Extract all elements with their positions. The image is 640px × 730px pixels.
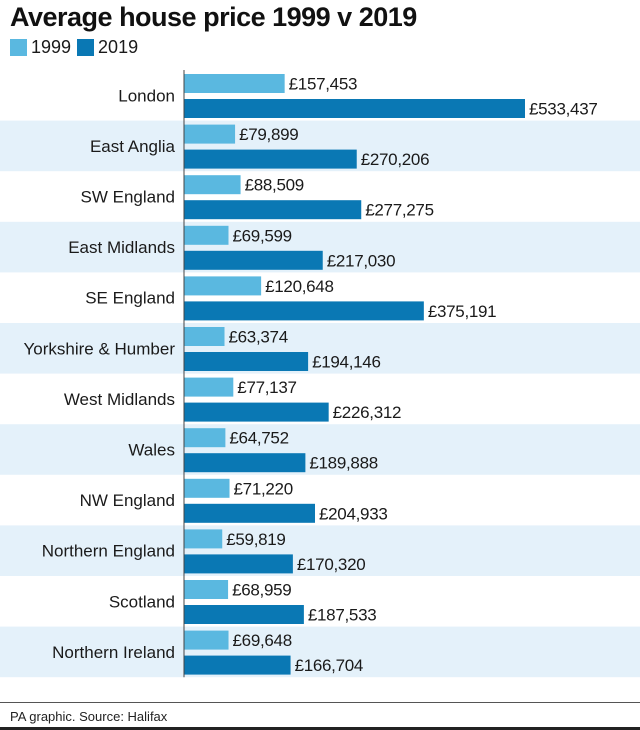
bar-1999 <box>184 327 225 346</box>
value-label-2019: £189,888 <box>309 454 378 473</box>
bar-1999 <box>184 630 229 650</box>
bar-2019 <box>184 554 293 574</box>
bar-2019 <box>184 149 357 169</box>
value-label-1999: £69,648 <box>233 631 292 650</box>
category-label: East Midlands <box>68 238 175 257</box>
value-label-2019: £270,206 <box>361 150 430 169</box>
value-label-1999: £77,137 <box>237 378 296 397</box>
bar-1999 <box>184 529 223 549</box>
legend: 1999 2019 <box>10 37 144 57</box>
value-label-2019: £277,275 <box>365 201 434 220</box>
bar-2019 <box>184 200 362 220</box>
row-band <box>0 323 640 374</box>
value-label-2019: £194,146 <box>312 353 381 372</box>
bar-1999 <box>184 276 262 296</box>
value-label-1999: £68,959 <box>232 581 291 600</box>
value-label-2019: £533,437 <box>529 100 598 119</box>
legend-swatch-2019 <box>77 38 95 56</box>
footer-divider <box>0 702 640 703</box>
value-label-2019: £170,320 <box>297 555 366 574</box>
legend-label-2019: 2019 <box>98 36 139 57</box>
value-label-2019: £204,933 <box>319 504 388 523</box>
bottom-rule <box>0 727 640 730</box>
source-note: PA graphic. Source: Halifax <box>10 709 168 724</box>
category-label: Northern England <box>42 542 175 561</box>
bar-chart: London £157,453 £533,437 East Anglia £79,899… <box>0 70 640 678</box>
bar-2019 <box>184 605 304 624</box>
value-label-1999: £88,509 <box>245 176 304 195</box>
bar-2019 <box>184 250 323 270</box>
category-label: SW England <box>81 188 176 207</box>
value-label-1999: £63,374 <box>229 328 288 347</box>
legend-item-2019: 2019 <box>77 37 138 58</box>
category-label: NW England <box>80 491 175 510</box>
row-band <box>0 626 640 678</box>
chart-title: Average house price 1999 v 2019 <box>10 2 417 32</box>
bar-1999 <box>184 124 236 144</box>
value-label-1999: £71,220 <box>234 479 293 498</box>
legend-label-1999: 1999 <box>31 36 72 57</box>
category-label: Wales <box>128 441 175 460</box>
bar-2019 <box>184 503 316 523</box>
category-label: Northern Ireland <box>52 643 175 662</box>
value-label-2019: £217,030 <box>327 251 396 270</box>
value-label-2019: £166,704 <box>295 656 364 675</box>
category-label: Yorkshire & Humber <box>24 339 176 358</box>
category-label: London <box>118 86 175 105</box>
value-label-1999: £69,599 <box>232 226 291 245</box>
bar-1999 <box>184 377 234 397</box>
bar-2019 <box>184 301 424 321</box>
legend-swatch-1999 <box>10 38 27 56</box>
value-label-2019: £187,533 <box>308 606 377 625</box>
category-label: SE England <box>85 289 175 308</box>
category-label: Scotland <box>109 592 175 611</box>
value-label-1999: £157,453 <box>289 75 358 94</box>
value-label-1999: £79,899 <box>239 125 298 144</box>
bar-2019 <box>184 99 525 118</box>
bar-2019 <box>184 655 291 675</box>
bar-1999 <box>184 175 241 195</box>
value-label-1999: £64,752 <box>229 429 288 448</box>
value-label-1999: £120,648 <box>265 277 334 296</box>
value-label-1999: £59,819 <box>226 530 285 549</box>
bar-1999 <box>184 580 229 599</box>
legend-item-1999: 1999 <box>10 37 71 58</box>
bar-2019 <box>184 402 329 422</box>
value-label-2019: £375,191 <box>428 302 497 321</box>
bar-2019 <box>184 453 306 473</box>
bar-1999 <box>184 428 226 448</box>
category-label: West Midlands <box>64 390 175 409</box>
bar-1999 <box>184 225 229 245</box>
row-band <box>0 424 640 475</box>
value-label-2019: £226,312 <box>333 403 402 422</box>
bar-1999 <box>184 478 230 498</box>
row-band <box>0 525 640 576</box>
bar-1999 <box>184 74 285 93</box>
category-label: East Anglia <box>90 137 176 156</box>
bar-2019 <box>184 352 309 371</box>
